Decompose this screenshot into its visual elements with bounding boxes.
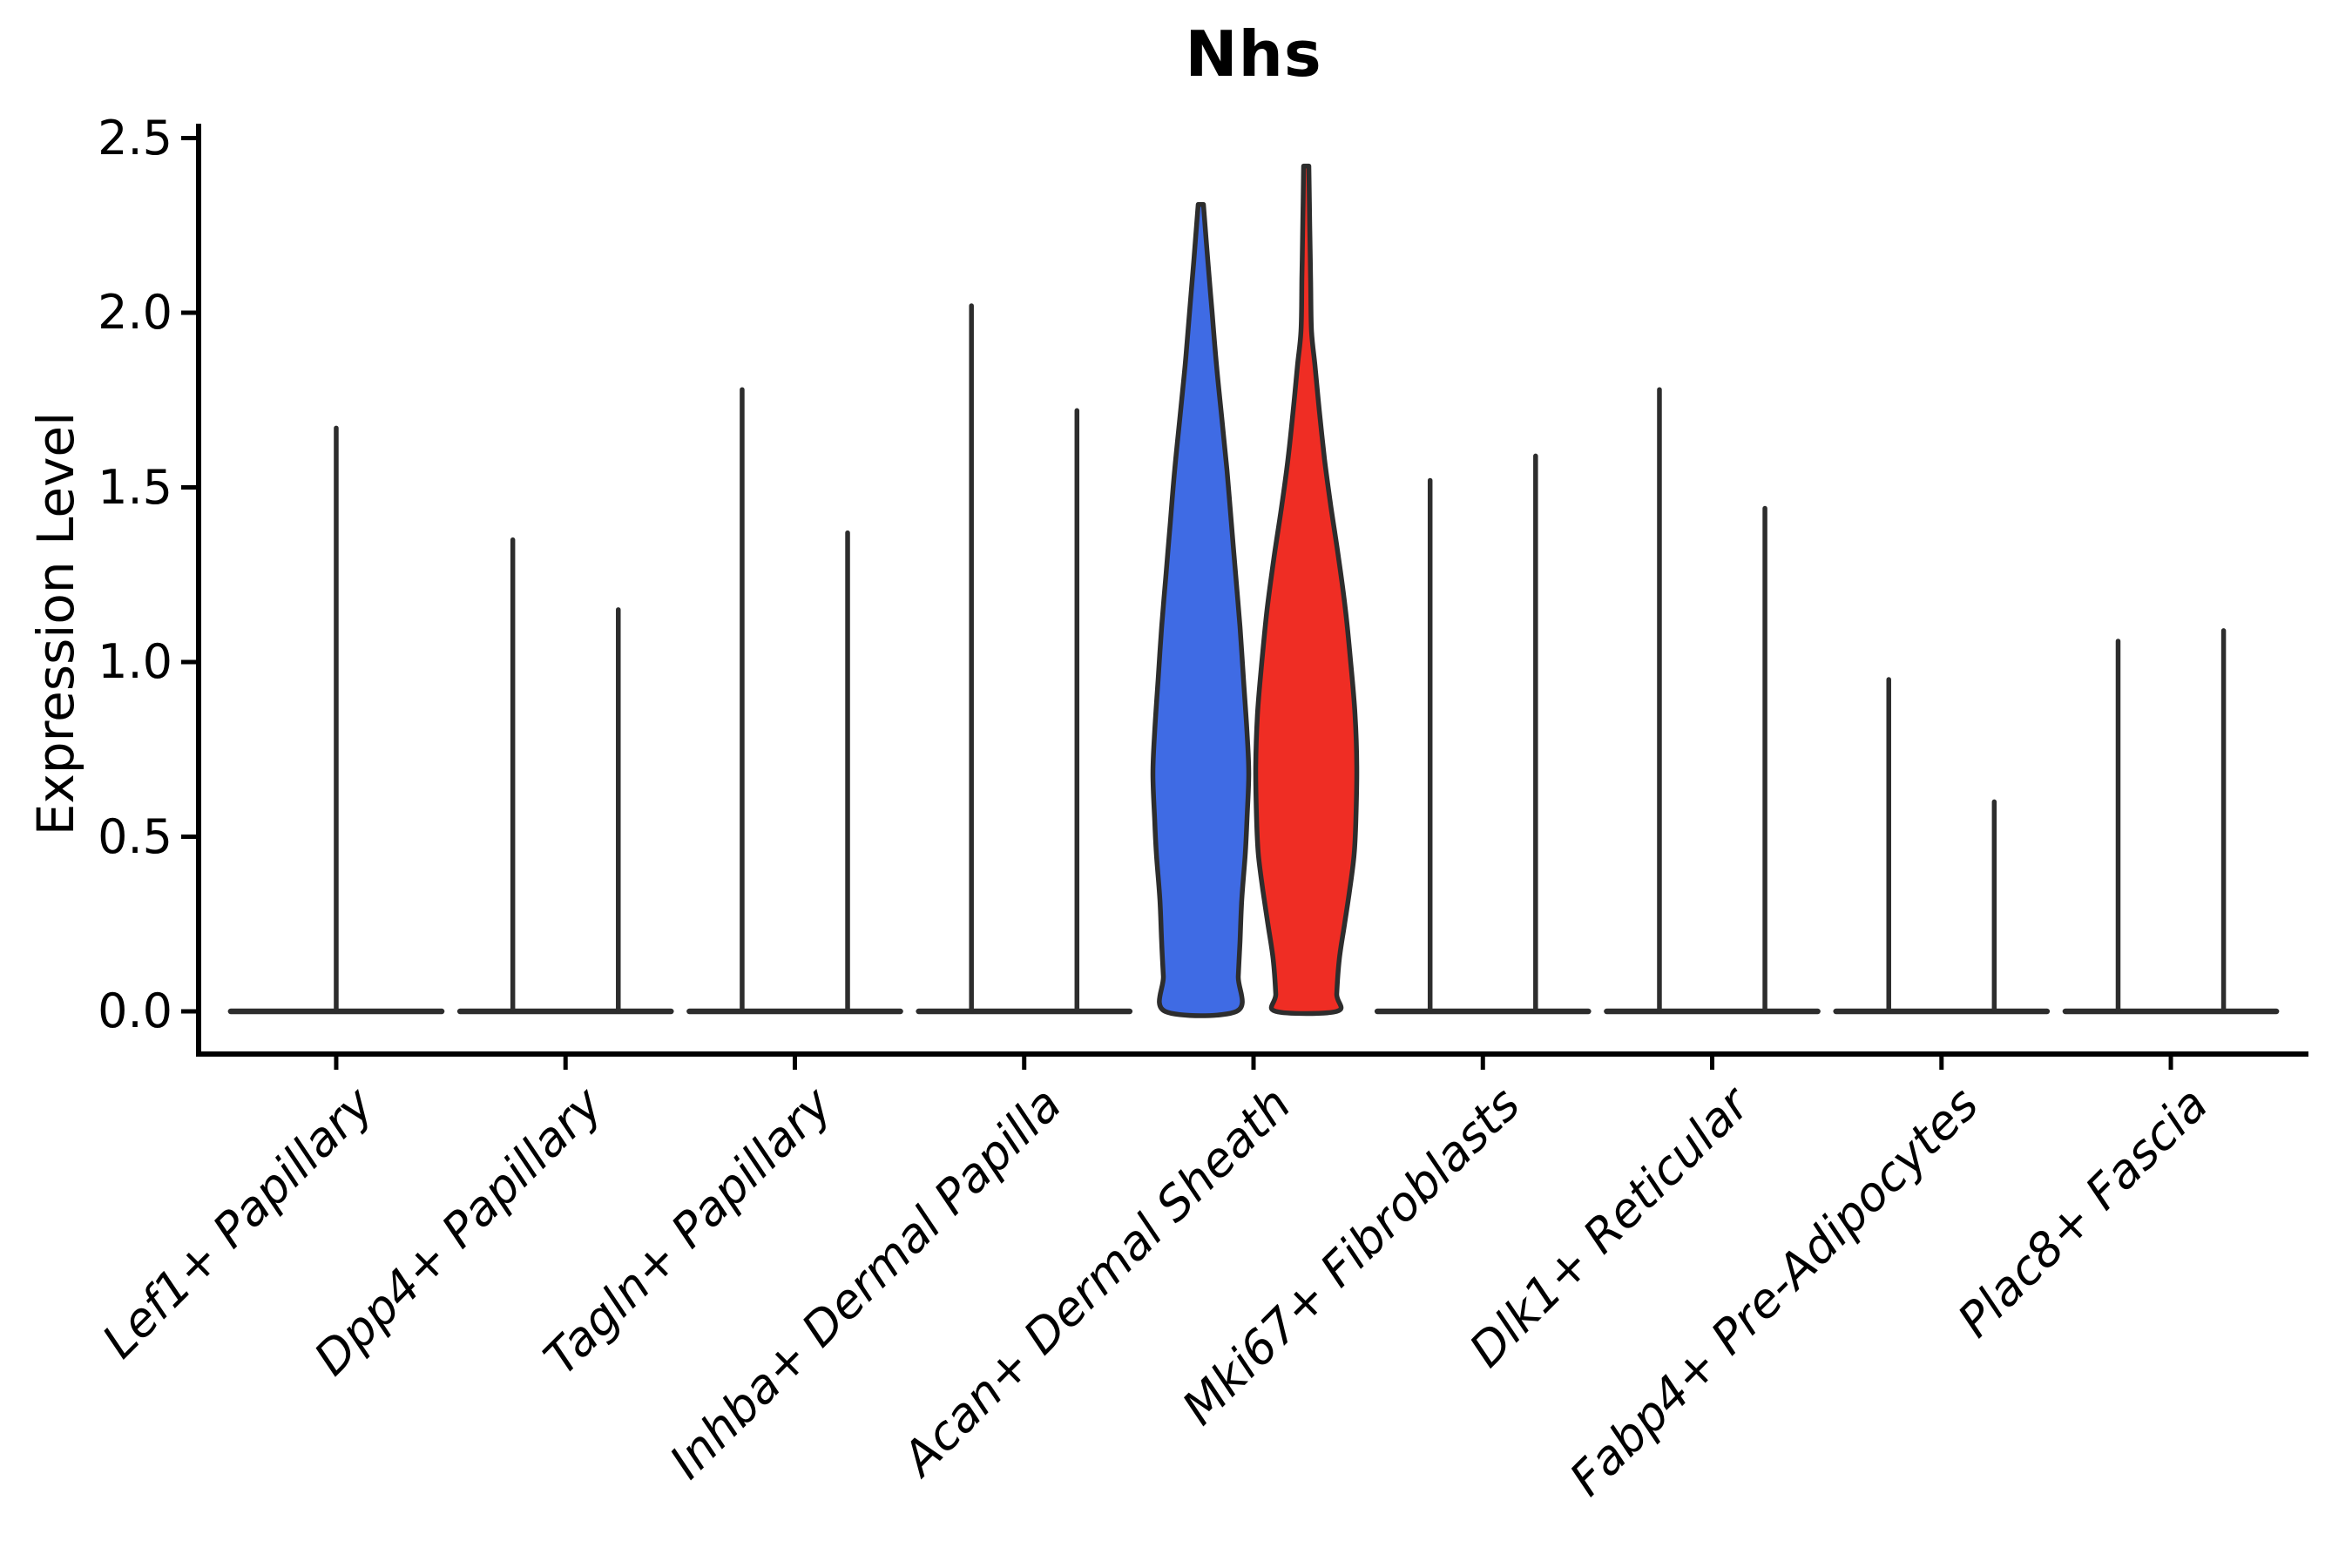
y-tick-label: 1.5 [98, 459, 172, 515]
y-tick-label: 0.0 [98, 983, 172, 1038]
y-tick-label: 1.0 [98, 634, 172, 689]
violin-red [1253, 163, 1360, 1017]
y-tick-label: 2.5 [98, 110, 172, 166]
violin-blue [1150, 201, 1252, 1018]
y-tick-label: 2.0 [98, 285, 172, 340]
y-tick-label: 0.5 [98, 808, 172, 864]
chart-title: Nhs [1185, 17, 1322, 91]
